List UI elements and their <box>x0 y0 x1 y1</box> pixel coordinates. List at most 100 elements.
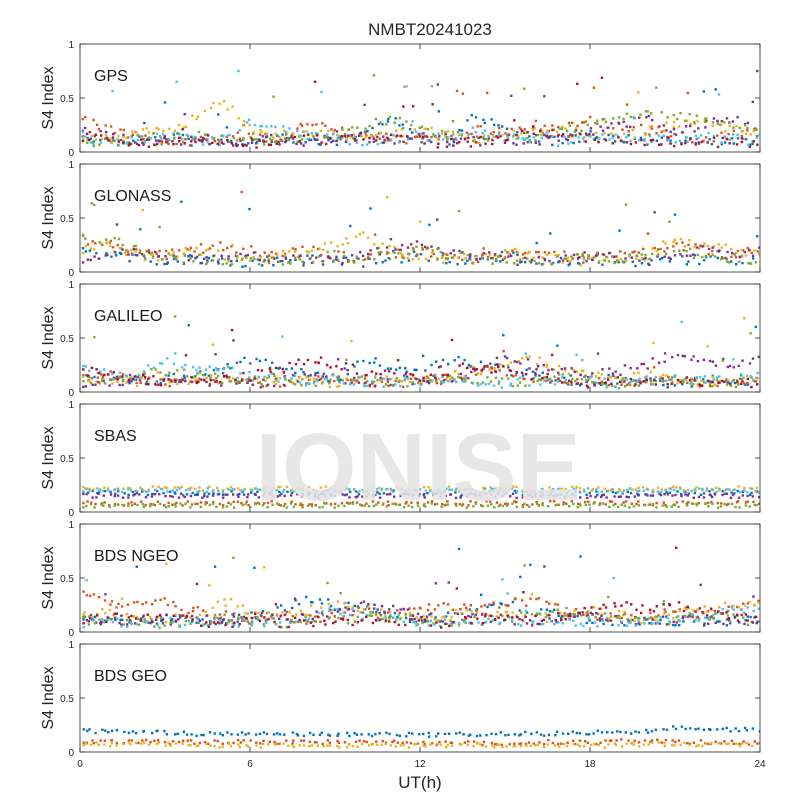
data-point <box>656 490 660 493</box>
data-point <box>326 581 329 585</box>
data-point <box>567 135 570 138</box>
data-point <box>322 248 325 251</box>
data-point <box>336 377 340 380</box>
data-point <box>190 486 193 489</box>
data-point <box>302 134 306 137</box>
data-point <box>178 380 181 383</box>
data-point <box>287 138 291 142</box>
data-point <box>638 259 641 262</box>
data-point <box>173 502 177 506</box>
data-point <box>626 618 629 621</box>
data-point <box>205 256 208 259</box>
data-point <box>531 128 534 132</box>
data-point <box>454 370 457 373</box>
data-point <box>463 358 466 362</box>
data-point <box>121 373 125 376</box>
data-point <box>217 249 220 253</box>
data-point <box>720 256 724 259</box>
data-point <box>163 262 166 266</box>
data-point <box>486 376 489 379</box>
data-point <box>283 494 286 498</box>
data-point <box>651 118 654 122</box>
data-point <box>754 615 758 618</box>
data-point <box>270 139 273 142</box>
data-point <box>136 503 139 507</box>
data-point <box>380 487 384 490</box>
data-point <box>444 373 447 376</box>
data-point <box>125 623 129 626</box>
data-point <box>553 623 556 626</box>
data-point <box>748 143 752 146</box>
data-point <box>385 196 389 199</box>
data-point <box>236 131 239 134</box>
data-point <box>638 616 641 620</box>
data-point <box>237 495 240 498</box>
data-point <box>475 141 478 144</box>
data-point <box>746 246 749 250</box>
data-point <box>690 502 694 505</box>
data-point <box>253 566 256 569</box>
data-point <box>556 380 560 383</box>
data-point <box>365 384 368 388</box>
data-point <box>493 135 496 139</box>
data-point <box>358 490 361 493</box>
data-point <box>358 376 361 379</box>
data-point <box>757 599 760 603</box>
data-point <box>732 613 735 616</box>
data-point <box>672 125 675 129</box>
data-point <box>438 624 442 628</box>
data-point <box>591 372 594 375</box>
data-point <box>111 382 114 385</box>
data-point <box>217 138 220 142</box>
data-point <box>603 612 607 615</box>
data-point <box>305 595 308 599</box>
data-point <box>735 379 739 382</box>
data-point <box>151 485 154 488</box>
data-point <box>739 382 743 385</box>
data-point <box>637 384 640 387</box>
data-point <box>481 505 485 508</box>
data-point <box>692 620 696 623</box>
data-point <box>582 256 585 259</box>
data-point <box>311 617 314 621</box>
data-point <box>389 383 392 387</box>
data-point <box>101 728 104 731</box>
data-point <box>548 135 552 138</box>
data-point <box>260 130 263 134</box>
data-point <box>520 132 523 135</box>
data-point <box>413 607 416 610</box>
data-point <box>387 504 390 507</box>
data-point <box>97 257 100 260</box>
data-point <box>398 617 402 621</box>
data-point <box>389 487 393 491</box>
data-point <box>350 134 354 137</box>
data-point <box>325 502 328 505</box>
data-point <box>424 505 427 508</box>
data-point <box>193 138 196 142</box>
data-point <box>317 611 320 614</box>
data-point <box>335 365 338 368</box>
data-point <box>554 603 557 606</box>
data-point <box>404 372 408 375</box>
data-point <box>114 254 118 257</box>
data-point <box>547 494 551 497</box>
data-point <box>244 264 247 268</box>
data-point <box>241 503 244 507</box>
data-point <box>318 493 321 497</box>
data-point <box>206 134 210 137</box>
data-point <box>582 369 585 372</box>
data-point <box>398 116 401 120</box>
data-point <box>373 258 376 261</box>
data-point <box>718 489 721 492</box>
data-point <box>111 246 115 249</box>
data-point <box>85 594 89 597</box>
data-point <box>734 381 737 385</box>
data-point <box>687 492 690 495</box>
data-point <box>732 129 735 133</box>
data-point <box>227 255 230 258</box>
data-point <box>531 126 535 130</box>
data-point <box>494 376 498 380</box>
data-point <box>188 488 191 491</box>
data-point <box>342 251 346 254</box>
data-point <box>694 141 697 145</box>
